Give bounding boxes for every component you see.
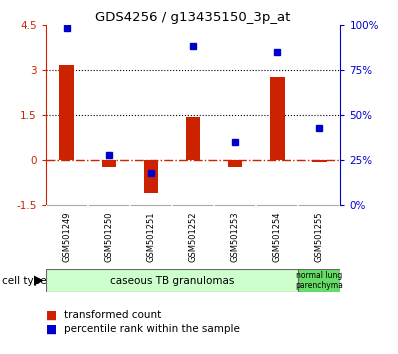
Text: cell type: cell type: [2, 275, 47, 286]
Text: GSM501250: GSM501250: [104, 212, 113, 262]
Text: GSM501254: GSM501254: [273, 212, 282, 262]
Text: GSM501252: GSM501252: [189, 212, 197, 262]
Text: GSM501249: GSM501249: [62, 212, 71, 262]
Bar: [228, 160, 242, 167]
Bar: [186, 116, 201, 160]
Text: GSM501251: GSM501251: [146, 212, 156, 262]
Bar: [46, 269, 298, 292]
Text: GSM501255: GSM501255: [315, 212, 324, 262]
Text: caseous TB granulomas: caseous TB granulomas: [110, 275, 234, 286]
Text: ■: ■: [46, 309, 60, 321]
Text: transformed count: transformed count: [64, 310, 161, 320]
Bar: [101, 160, 116, 167]
Text: percentile rank within the sample: percentile rank within the sample: [64, 324, 240, 334]
Title: GDS4256 / g13435150_3p_at: GDS4256 / g13435150_3p_at: [96, 11, 291, 24]
Bar: [59, 65, 74, 160]
Bar: [144, 160, 158, 193]
Bar: [312, 160, 327, 162]
Bar: [270, 78, 285, 160]
Bar: [298, 269, 340, 292]
Text: normal lung
parenchyma: normal lung parenchyma: [295, 271, 343, 290]
Text: ■: ■: [46, 323, 60, 336]
Text: GSM501253: GSM501253: [230, 212, 240, 263]
Polygon shape: [34, 275, 44, 286]
